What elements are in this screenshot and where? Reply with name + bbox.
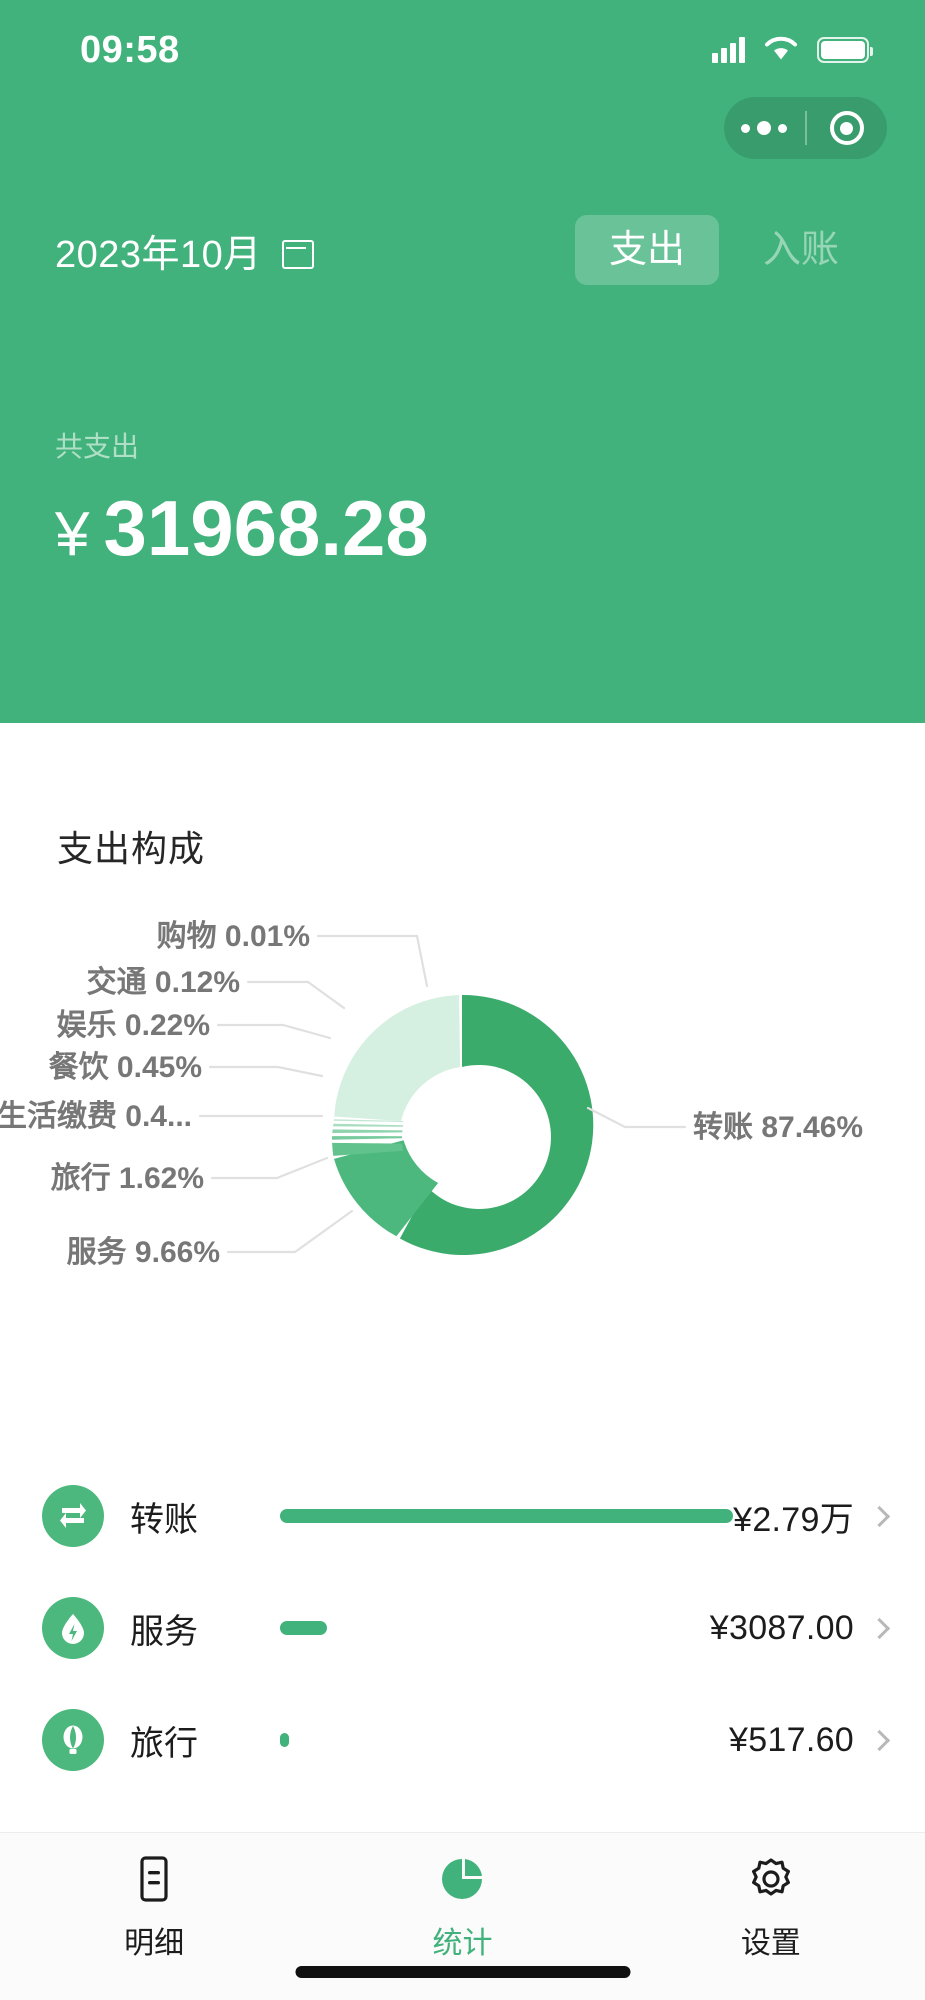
chart-section-title: 支出构成 <box>57 828 206 869</box>
chevron-right-icon[interactable] <box>868 1505 891 1527</box>
list-item[interactable]: 旅行 ¥517.60 <box>0 1684 925 1796</box>
leader-line-transport <box>246 980 346 1010</box>
donut-slice-travel <box>332 1142 403 1156</box>
status-time: 09:58 <box>80 28 180 71</box>
donut-label-travel: 旅行 1.62% <box>51 1162 204 1195</box>
type-toggle: 支出 入账 <box>574 215 873 285</box>
donut-label-dining: 餐饮 0.45% <box>49 1051 202 1084</box>
donut-leader-lines <box>198 934 687 1254</box>
list-item-bar <box>280 1733 289 1747</box>
total-amount: ¥ 31968.28 <box>55 483 429 574</box>
hot-air-balloon-icon <box>42 1709 104 1771</box>
donut-labels: 购物 0.01% 交通 0.12% 娱乐 0.22% 餐饮 0.45% 生活缴费… <box>0 920 863 1269</box>
donut-slice-transfer <box>399 994 594 1255</box>
leader-line-entertainment <box>216 1023 332 1040</box>
expense-donut-chart: 购物 0.01% 交通 0.12% 娱乐 0.22% 餐饮 0.45% 生活缴费… <box>0 890 925 1390</box>
total-label: 共支出 <box>55 431 140 462</box>
leader-line-travel <box>210 1156 329 1180</box>
list-item-barwrap <box>280 1733 729 1747</box>
donut-slice-utilities <box>332 1136 403 1140</box>
donut-slice-dining <box>332 1129 403 1133</box>
list-item-barwrap <box>280 1509 734 1523</box>
list-item-amount: ¥3087.00 <box>709 1608 854 1647</box>
leader-line-shopping <box>316 934 429 988</box>
gear-icon <box>749 1855 793 1908</box>
total-amount-value: 31968.28 <box>103 484 429 572</box>
pie-chart-icon <box>440 1855 484 1908</box>
home-indicator <box>295 1966 630 1978</box>
bottom-tab-bar: 明细 统计 设置 <box>0 1832 925 2000</box>
list-item-label: 服务 <box>130 1612 198 1651</box>
tab-statistics[interactable]: 统计 <box>308 1833 616 1962</box>
list-item-label: 转账 <box>130 1500 198 1539</box>
tab-label: 统计 <box>432 1927 493 1960</box>
donut-slice-transport <box>333 1119 404 1122</box>
donut-label-entertainment: 娱乐 0.22% <box>57 1009 210 1042</box>
battery-icon <box>817 37 873 63</box>
list-item-label: 旅行 <box>130 1724 198 1763</box>
lightning-drop-icon <box>42 1597 104 1659</box>
leader-line-transfer <box>586 1106 687 1129</box>
tab-expense[interactable]: 支出 <box>574 215 719 285</box>
leader-line-dining <box>208 1065 324 1078</box>
tab-label: 明细 <box>124 1927 185 1960</box>
list-item-bar <box>280 1509 734 1523</box>
list-item-amount: ¥517.60 <box>728 1720 854 1759</box>
list-item-barwrap <box>280 1621 710 1635</box>
currency-symbol: ¥ <box>55 500 90 569</box>
status-icons <box>712 34 873 66</box>
leader-line-service <box>226 1209 354 1254</box>
status-bar: 09:58 <box>0 0 925 100</box>
category-list: 转账 ¥2.79万 服务 ¥3087.00 旅行 <box>0 1460 925 1796</box>
target-circle-icon[interactable] <box>807 111 888 145</box>
donut-slice-service <box>334 1140 439 1237</box>
donut-label-shopping: 购物 0.01% <box>157 920 310 953</box>
date-picker[interactable]: 2023年10月 <box>55 223 314 278</box>
donut-label-service: 服务 9.66% <box>67 1236 220 1269</box>
calendar-icon[interactable] <box>281 236 314 269</box>
donut-segments <box>332 994 594 1255</box>
list-item-amount: ¥2.79万 <box>733 1500 854 1539</box>
list-item[interactable]: 服务 ¥3087.00 <box>0 1572 925 1684</box>
chevron-right-icon[interactable] <box>868 1729 891 1751</box>
donut-label-transport: 交通 0.12% <box>87 965 240 999</box>
more-dots-icon[interactable] <box>724 121 805 135</box>
transfer-arrows-icon <box>42 1485 104 1547</box>
chevron-right-icon[interactable] <box>868 1617 891 1639</box>
tab-settings[interactable]: 设置 <box>617 1833 925 1962</box>
signal-bars-icon <box>712 37 745 63</box>
donut-slice-entertainment <box>333 1123 403 1127</box>
list-item-bar <box>280 1621 328 1635</box>
receipt-list-icon <box>132 1855 176 1908</box>
mini-program-capsule[interactable] <box>724 97 887 159</box>
tab-income[interactable]: 入账 <box>762 229 839 271</box>
wifi-icon <box>763 34 799 66</box>
date-and-type-row: 2023年10月 支出 入账 <box>0 195 925 305</box>
donut-label-transfer: 转账 87.46% <box>693 1111 863 1144</box>
tab-label: 设置 <box>740 1927 801 1960</box>
donut-label-utilities: 生活缴费 0.4... <box>0 1100 192 1133</box>
date-text: 2023年10月 <box>55 233 262 276</box>
green-header: 09:58 2023年10月 支出 入账 共支出 <box>0 0 925 723</box>
capsule-divider <box>804 111 807 145</box>
donut-slice-shopping <box>334 995 461 1121</box>
list-item[interactable]: 转账 ¥2.79万 <box>0 1460 925 1572</box>
tab-details[interactable]: 明细 <box>0 1833 308 1962</box>
